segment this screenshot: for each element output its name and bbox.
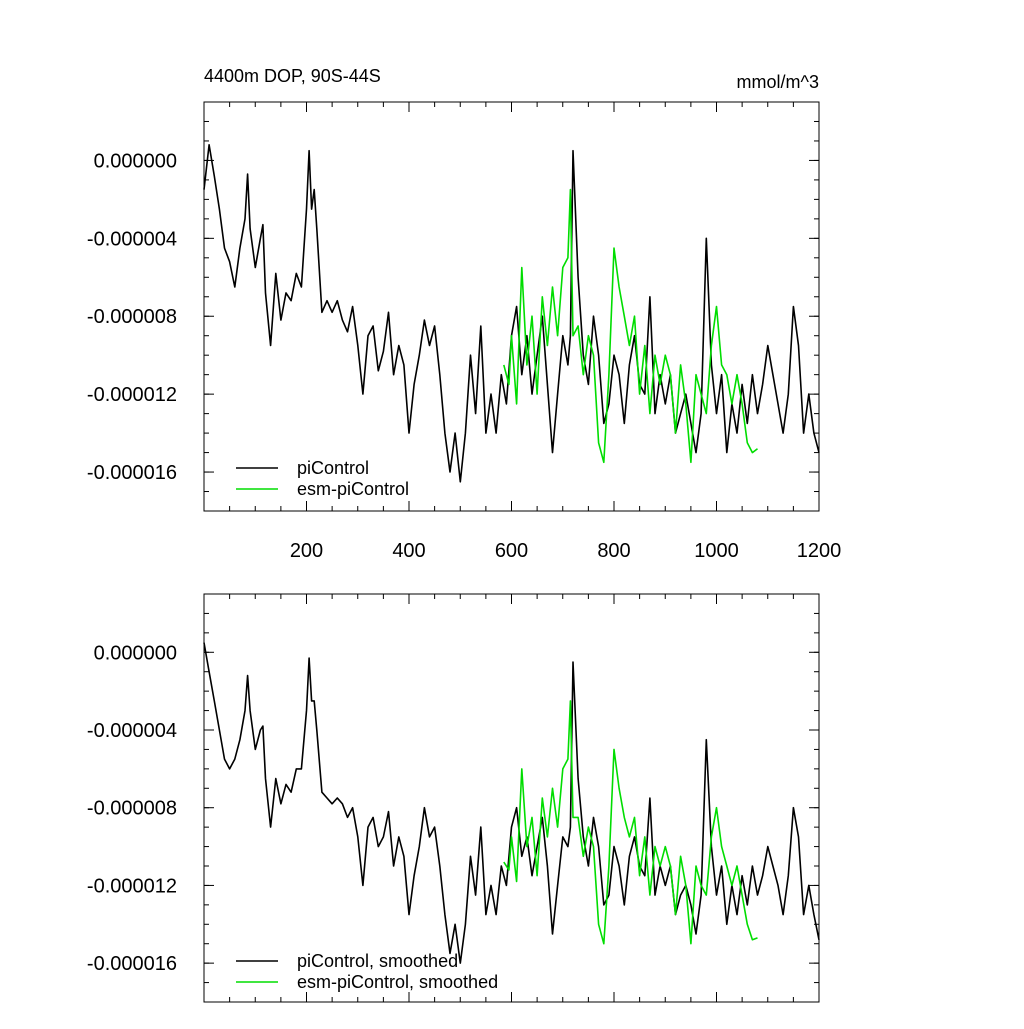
y-tick-label: -0.000012 <box>87 384 177 406</box>
y-tick-label: -0.000016 <box>87 953 177 975</box>
chart-title-units: mmol/m^3 <box>737 72 819 92</box>
chart-title-left: 4400m DOP, 90S-44S <box>204 66 381 86</box>
series-line-esm-picontrol <box>503 188 758 464</box>
y-tick-label: 0.000000 <box>94 150 177 172</box>
x-tick-label: 1200 <box>797 540 842 562</box>
x-tick-label: 600 <box>495 540 528 562</box>
series-line-picontrol <box>203 642 820 964</box>
x-tick-label: 1000 <box>694 540 739 562</box>
y-tick-label: -0.000008 <box>87 306 177 328</box>
x-tick-label: 400 <box>392 540 425 562</box>
series-line-esm-picontrol <box>503 700 758 945</box>
y-tick-label: -0.000004 <box>87 720 177 742</box>
legend-label: piControl, smoothed <box>297 951 458 971</box>
x-tick-label: 200 <box>290 540 323 562</box>
y-tick-label: -0.000012 <box>87 875 177 897</box>
legend-label: esm-piControl <box>297 479 409 499</box>
y-tick-label: 0.000000 <box>94 642 177 664</box>
legend-label: esm-piControl, smoothed <box>297 972 498 992</box>
x-tick-label: 800 <box>597 540 630 562</box>
y-tick-label: -0.000016 <box>87 462 177 484</box>
plot-frame-2 <box>203 593 820 1003</box>
y-tick-label: -0.000004 <box>87 228 177 250</box>
y-tick-label: -0.000008 <box>87 798 177 820</box>
series-line-picontrol <box>203 144 820 483</box>
legend-label: piControl <box>297 458 369 478</box>
